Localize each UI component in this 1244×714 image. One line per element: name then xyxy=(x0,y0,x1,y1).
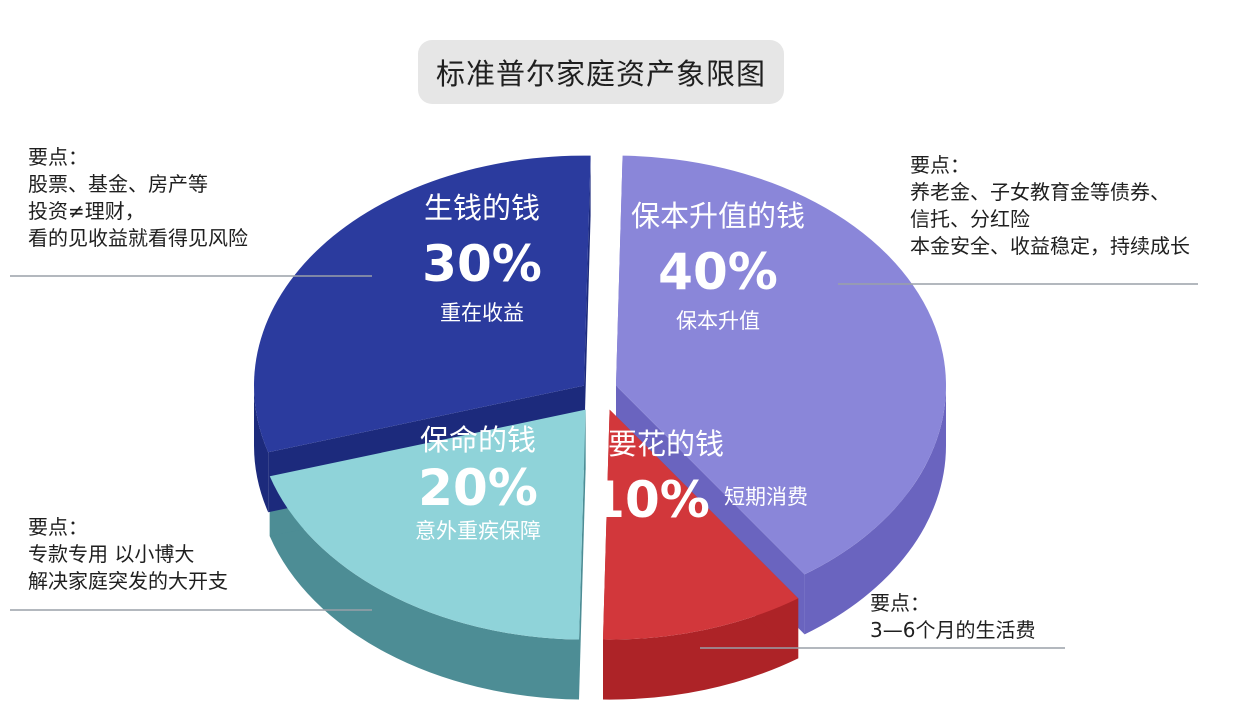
pie-tops xyxy=(254,155,946,640)
note-line: 养老金、子女教育金等债券、 xyxy=(910,180,1170,204)
slice-label-yaohua-name: 要花的钱 xyxy=(608,426,724,462)
note-line: 3—6个月的生活费 xyxy=(870,618,1036,642)
slice-percent: 40% xyxy=(658,243,778,301)
note-line: 本金安全、收益稳定，持续成长 xyxy=(910,234,1190,258)
note-top-left: 要点： 股票、基金、房产等 投资≠理财， 看的见收益就看得见风险 xyxy=(28,144,248,252)
slice-side-20 xyxy=(269,476,580,700)
note-heading: 要点： xyxy=(870,591,930,615)
leader-lines xyxy=(10,275,1198,649)
slice-name: 生钱的钱 xyxy=(423,191,540,225)
slice-wall-20 xyxy=(579,409,586,700)
slice-label-baoben: 保本升值的钱 40% 保本升值 xyxy=(631,198,805,334)
note-bottom-left: 要点： 专款专用 以小博大 解决家庭突发的大开支 xyxy=(28,514,228,595)
slice-side-30 xyxy=(254,385,269,513)
slice-name: 保本升值的钱 xyxy=(630,199,806,233)
note-line: 解决家庭突发的大开支 xyxy=(28,569,228,593)
slice-name: 要花的钱 xyxy=(607,427,725,461)
slice-wall-30 xyxy=(584,155,591,446)
note-bottom-right: 要点： 3—6个月的生活费 xyxy=(870,590,1035,644)
slice-top-20 xyxy=(269,409,586,640)
note-line: 专款专用 以小博大 xyxy=(28,542,195,566)
slice-percent: 10% xyxy=(590,471,710,529)
note-line: 看的见收益就看得见风险 xyxy=(28,226,248,250)
slice-percent: 20% xyxy=(418,459,538,517)
note-line: 信托、分红险 xyxy=(910,207,1030,231)
slice-note: 短期消费 xyxy=(724,485,808,509)
slice-label-shengqian: 生钱的钱 30% 重在收益 xyxy=(422,190,542,326)
note-line: 股票、基金、房产等 xyxy=(28,172,208,196)
slice-label-yaohua-percent: 10% xyxy=(590,470,710,530)
note-top-right: 要点： 养老金、子女教育金等债券、 信托、分红险 本金安全、收益稳定，持续成长 xyxy=(910,152,1190,260)
slice-side-40 xyxy=(804,385,946,635)
slice-percent: 30% xyxy=(422,235,542,293)
note-heading: 要点： xyxy=(910,153,970,177)
slice-side-10 xyxy=(603,598,799,700)
note-heading: 要点： xyxy=(28,145,88,169)
slice-top-40 xyxy=(616,155,946,575)
slice-top-30 xyxy=(254,155,591,453)
slice-top-10 xyxy=(603,409,799,640)
chart-title: 标准普尔家庭资产象限图 xyxy=(418,40,784,104)
slice-note: 意外重疾保障 xyxy=(415,519,541,543)
note-line: 投资≠理财， xyxy=(28,199,145,223)
slice-label-yaohua-note: 短期消费 xyxy=(724,484,808,510)
slice-name: 保命的钱 xyxy=(419,423,536,457)
slice-note: 保本升值 xyxy=(675,309,760,333)
note-heading: 要点： xyxy=(28,515,88,539)
slice-note: 重在收益 xyxy=(440,301,524,325)
slice-label-baoming: 保命的钱 20% 意外重疾保障 xyxy=(415,422,541,544)
